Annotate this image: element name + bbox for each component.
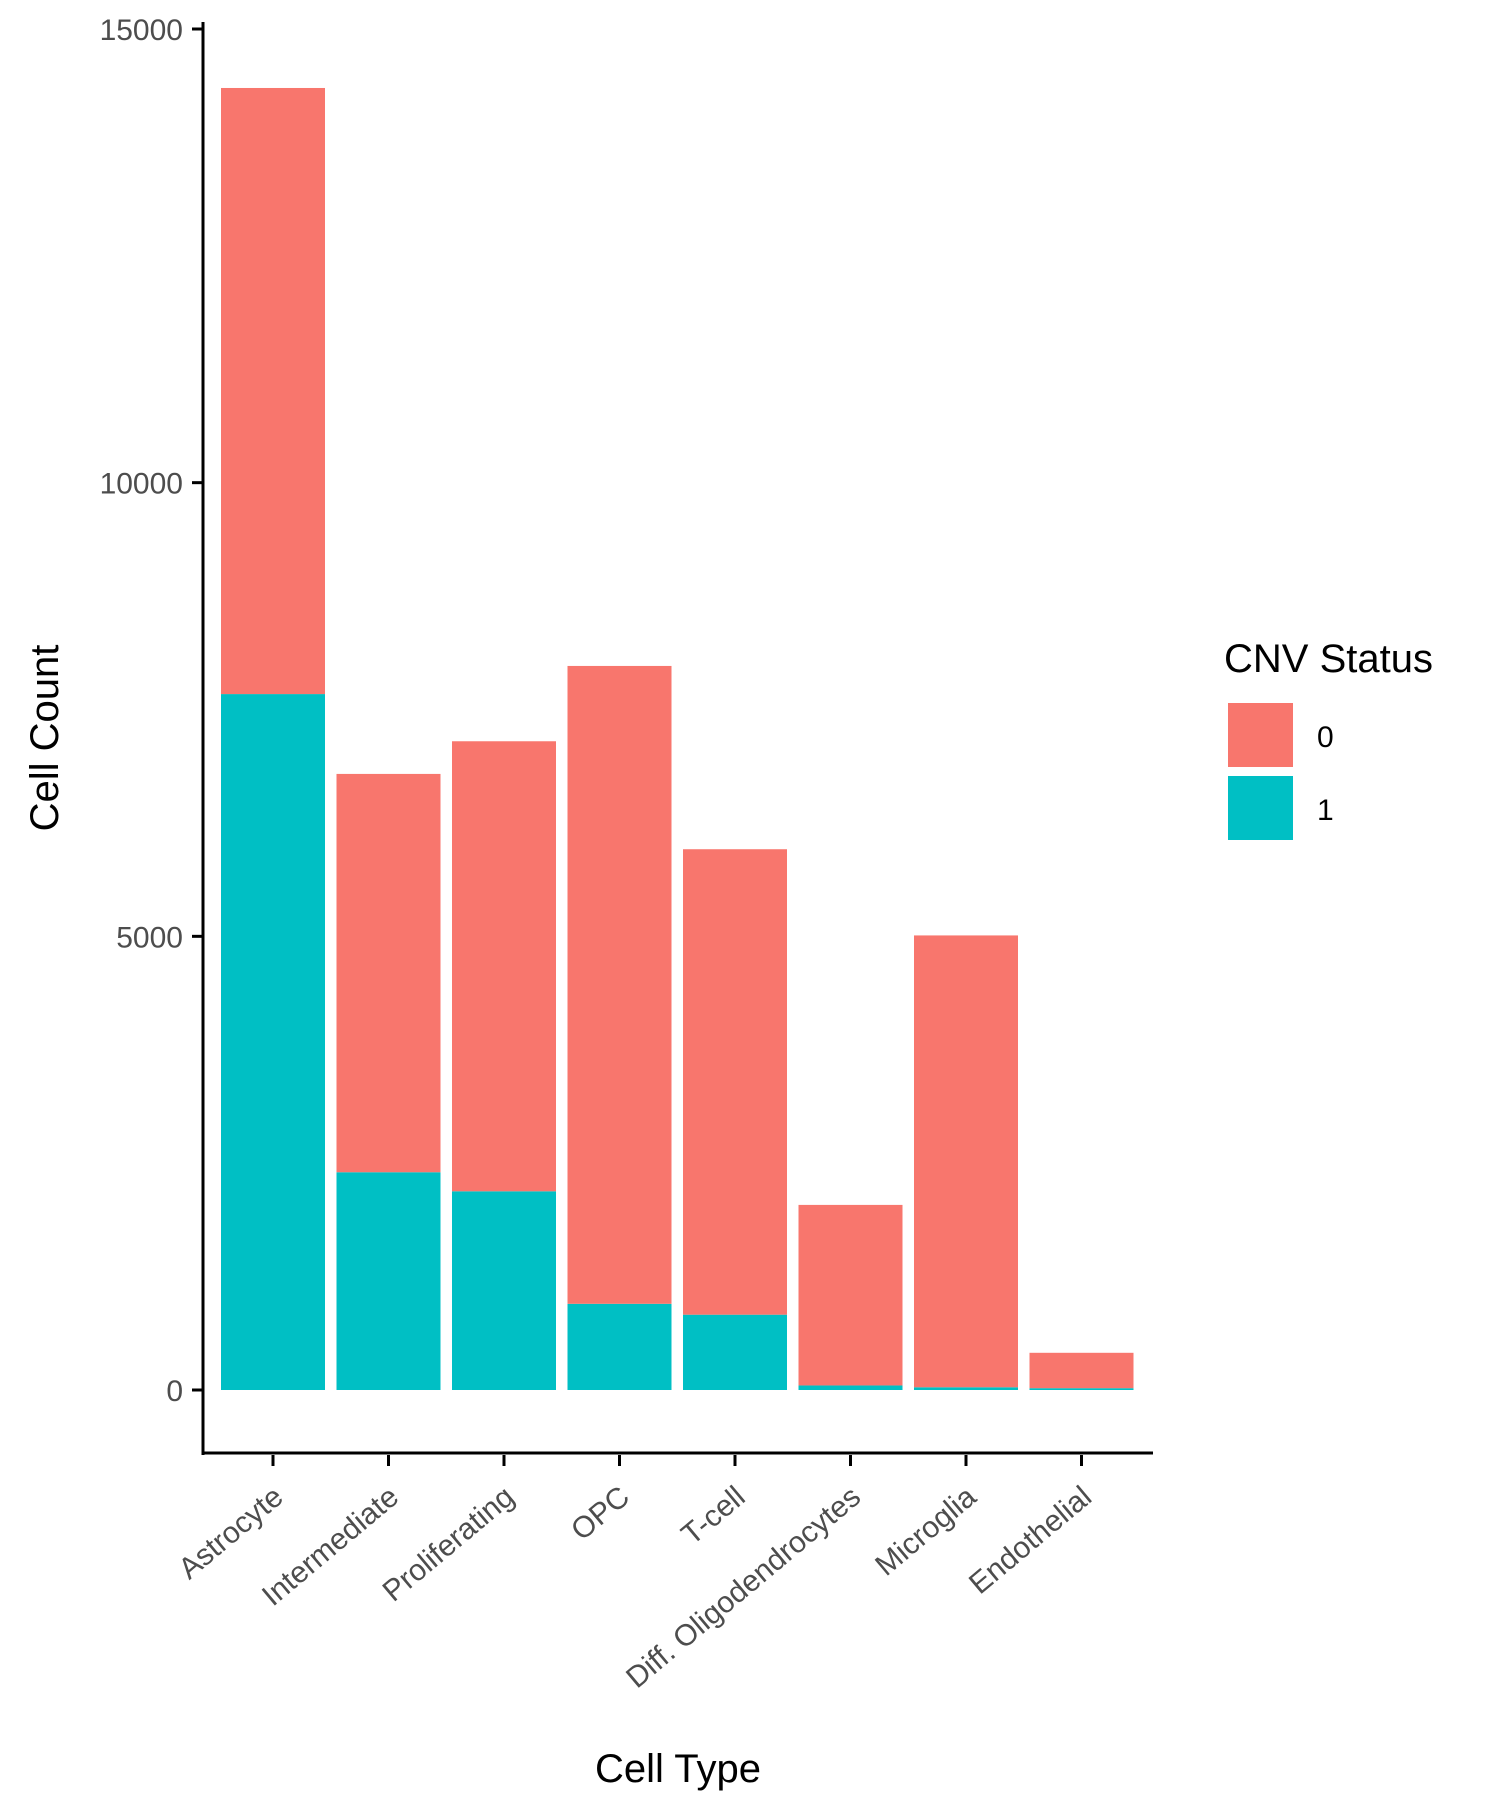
bar-diff-oligodendrocytes-cnv-1 — [798, 1385, 903, 1390]
legend-title: CNV Status — [1224, 637, 1433, 681]
y-axis-title: Cell Count — [23, 645, 67, 832]
bar-astrocyte-cnv-1 — [221, 694, 325, 1390]
y-tick-label: 10000 — [100, 468, 183, 501]
legend-swatch-0 — [1228, 703, 1293, 767]
bar-endothelial-cnv-1 — [1029, 1388, 1134, 1390]
bar-microglia-cnv-1 — [914, 1387, 1018, 1390]
legend-swatch-1 — [1228, 776, 1293, 840]
x-tick-label: Diff. Oligodendrocytes — [620, 1480, 867, 1695]
bar-intermediate-cnv-1 — [336, 1172, 441, 1390]
bar-astrocyte-cnv-0 — [221, 87, 325, 695]
legend-label-0: 0 — [1317, 721, 1334, 754]
bar-endothelial-cnv-0 — [1029, 1352, 1134, 1389]
x-tick-label: Microglia — [869, 1480, 982, 1583]
y-tick-label: 15000 — [100, 14, 183, 47]
bar-t-cell-cnv-0 — [683, 849, 787, 1315]
x-tick-label: Endothelial — [963, 1480, 1098, 1601]
legend: CNV Status 0 1 — [1224, 637, 1433, 840]
y-tick-label: 5000 — [116, 921, 183, 954]
x-tick-label: Astrocyte — [172, 1480, 289, 1586]
y-axis-ticks: 0 5000 10000 15000 — [100, 14, 203, 1408]
legend-label-1: 1 — [1317, 794, 1334, 827]
bar-proliferating-cnv-1 — [452, 1191, 556, 1390]
bar-microglia-cnv-0 — [914, 935, 1018, 1388]
bar-intermediate-cnv-0 — [336, 773, 441, 1173]
bar-t-cell-cnv-1 — [683, 1314, 787, 1390]
bar-proliferating-cnv-0 — [452, 741, 556, 1192]
bar-opc-cnv-1 — [567, 1303, 672, 1390]
x-tick-label: OPC — [565, 1480, 636, 1547]
y-tick-label: 0 — [166, 1375, 183, 1408]
x-tick-label: T-cell — [675, 1480, 751, 1551]
bar-diff-oligodendrocytes-cnv-0 — [798, 1204, 903, 1386]
bars-group — [221, 87, 1134, 1390]
x-axis-title: Cell Type — [595, 1747, 761, 1791]
bar-opc-cnv-0 — [567, 665, 672, 1304]
